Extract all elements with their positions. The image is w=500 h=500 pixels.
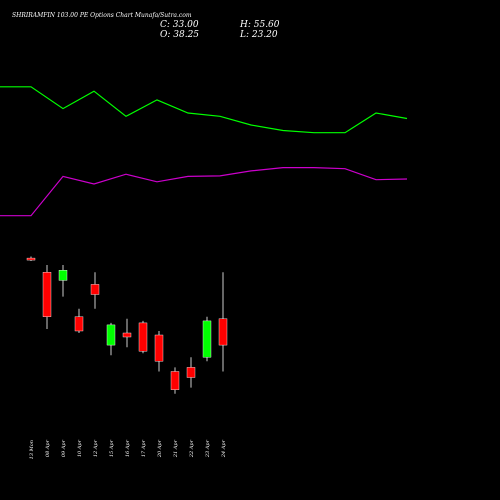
candle-body bbox=[138, 322, 148, 352]
candle-body bbox=[42, 272, 52, 317]
x-tick-label: 15 Apr bbox=[109, 439, 115, 457]
high-value: H: 55.60 bbox=[239, 20, 280, 30]
x-tick-label: 12 Apr bbox=[93, 439, 99, 457]
x-tick-label: 21 Apr bbox=[173, 439, 179, 458]
candle-body bbox=[106, 324, 116, 346]
magenta-line bbox=[0, 167, 408, 217]
indicator-lines bbox=[0, 86, 408, 217]
x-tick-label: 17 Apr bbox=[141, 439, 147, 457]
x-axis-labels: 13 Mon 08 Apr 09 Apr 10 Apr 12 Apr 15 Apr 16 A… bbox=[29, 439, 227, 459]
close-value: C: 33.00 bbox=[160, 20, 199, 30]
x-tick-label: 23 Apr bbox=[205, 439, 211, 458]
low-value: L: 23.20 bbox=[239, 30, 278, 40]
green-line bbox=[0, 86, 408, 134]
candle-body bbox=[26, 257, 36, 261]
candle-body bbox=[58, 270, 68, 281]
x-tick-label: 10 Apr bbox=[77, 439, 83, 457]
candle-body bbox=[154, 334, 164, 362]
open-value: O: 38.25 bbox=[160, 30, 199, 40]
x-tick-label: 08 Apr bbox=[45, 439, 51, 457]
chart-title: SHRIRAMFIN 103.00 PE Options Chart Munaf… bbox=[12, 12, 192, 19]
x-tick-label: 09 Apr bbox=[61, 439, 67, 457]
candle-body bbox=[218, 318, 228, 346]
candle-body bbox=[74, 316, 84, 332]
x-tick-label: 24 Apr bbox=[221, 439, 227, 458]
candle-body bbox=[170, 371, 180, 390]
x-tick-label: 22 Apr bbox=[189, 439, 195, 458]
candle-body bbox=[202, 320, 212, 358]
candle-body bbox=[186, 367, 196, 378]
candle-body bbox=[90, 284, 100, 295]
x-tick-label: 20 Apr bbox=[157, 439, 163, 458]
candles bbox=[26, 256, 228, 394]
candle-body bbox=[122, 332, 132, 338]
x-tick-label: 13 Mon bbox=[29, 440, 35, 459]
x-tick-label: 16 Apr bbox=[125, 439, 131, 457]
